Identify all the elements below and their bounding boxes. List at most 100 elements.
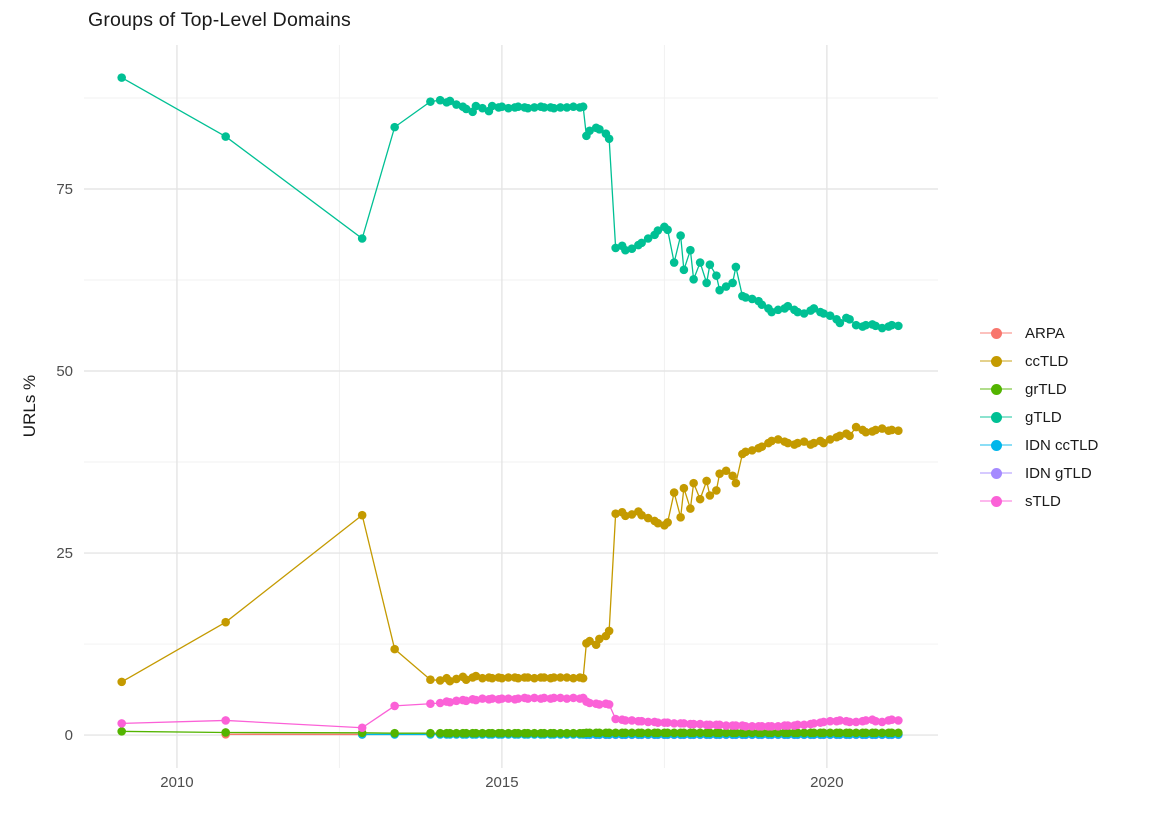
data-point-cctld <box>585 636 594 646</box>
data-point-grtld <box>861 728 871 738</box>
data-point-grtld <box>627 728 637 738</box>
data-point-stld <box>861 716 871 725</box>
data-point-grtld <box>595 728 604 738</box>
data-point-stld <box>809 719 819 728</box>
data-point-cctld <box>686 504 695 513</box>
data-point-gtld <box>562 103 572 112</box>
legend-key-marker <box>980 461 1012 485</box>
data-point-stld <box>523 694 533 703</box>
data-point-gtld <box>783 301 793 311</box>
data-point-stld <box>513 694 523 703</box>
data-point-cctld <box>894 426 903 436</box>
data-point-stld <box>390 701 399 711</box>
data-point-gtld <box>653 226 663 235</box>
data-point-cctld <box>643 513 653 523</box>
chart-title: Groups of Top-Level Domains <box>88 9 352 31</box>
data-point-cctld <box>549 673 559 682</box>
data-point-cctld <box>452 674 461 684</box>
data-point-gtld <box>799 309 809 318</box>
legend-key-marker <box>980 405 1012 429</box>
data-point-stld <box>627 716 637 725</box>
data-point-stld <box>435 698 445 708</box>
series-stld <box>117 693 903 733</box>
data-point-cctld <box>757 442 767 452</box>
legend-key-dot <box>991 356 1002 367</box>
data-point-stld <box>773 721 783 731</box>
data-point-grtld <box>793 728 802 738</box>
data-point-cctld <box>539 673 549 682</box>
data-point-gtld <box>747 294 757 304</box>
data-point-cctld <box>799 437 809 446</box>
data-point-stld <box>221 716 230 725</box>
data-point-cctld <box>556 673 565 682</box>
data-point-grtld <box>887 728 897 738</box>
x-tick-label: 2010 <box>160 774 193 791</box>
data-point-grtld <box>845 728 854 738</box>
data-point-stld <box>767 721 776 731</box>
data-point-gtld <box>757 300 767 310</box>
data-point-gtld <box>712 271 721 280</box>
data-point-grtld <box>504 728 513 738</box>
data-point-cctld <box>621 511 630 521</box>
data-point-cctld <box>653 518 663 528</box>
data-point-cctld <box>809 438 819 448</box>
data-point-cctld <box>513 673 523 683</box>
data-point-gtld <box>530 103 539 112</box>
data-point-stld <box>819 717 828 727</box>
y-axis-tick-labels: 0 25 50 75 <box>56 181 73 744</box>
legend-key-marker <box>980 321 1012 345</box>
data-point-cctld <box>504 673 513 682</box>
data-point-cctld <box>793 438 802 448</box>
legend-key-dot <box>991 496 1002 507</box>
data-point-gtld <box>887 320 897 330</box>
data-point-stld <box>715 720 724 730</box>
legend-key-dot <box>991 440 1002 451</box>
data-point-cctld <box>825 435 835 444</box>
data-point-grtld <box>731 728 741 738</box>
data-point-stld <box>556 693 565 703</box>
data-point-stld <box>562 694 572 703</box>
data-point-cctld <box>445 676 455 686</box>
data-point-gtld <box>731 262 741 272</box>
data-point-gtld <box>627 244 637 254</box>
data-point-gtld <box>894 321 903 331</box>
data-point-gtld <box>549 103 559 113</box>
data-point-grtld <box>825 728 835 738</box>
x-tick-label: 2015 <box>485 774 518 791</box>
data-point-grtld <box>783 728 793 738</box>
data-point-grtld <box>621 728 630 738</box>
legend-key-dot <box>991 328 1002 339</box>
data-point-cctld <box>773 435 783 444</box>
data-point-cctld <box>721 466 731 476</box>
data-point-grtld <box>747 728 757 738</box>
legend-label: grTLD <box>1025 380 1067 398</box>
data-point-grtld <box>851 728 861 738</box>
data-point-gtld <box>715 285 724 295</box>
data-point-gtld <box>539 103 549 112</box>
data-point-cctld <box>851 422 861 432</box>
y-tick-label: 50 <box>56 363 73 380</box>
data-point-gtld <box>773 305 783 315</box>
data-point-gtld <box>497 102 507 112</box>
data-point-gtld <box>611 243 620 253</box>
data-point-grtld <box>556 728 565 738</box>
data-point-gtld <box>487 101 497 111</box>
data-point-gtld <box>221 132 230 141</box>
data-point-cctld <box>435 676 445 685</box>
data-point-cctld <box>689 478 698 488</box>
data-point-cctld <box>705 491 715 500</box>
data-point-grtld <box>835 728 845 738</box>
data-point-gtld <box>478 103 487 113</box>
legend-key-marker <box>980 377 1012 401</box>
data-point-stld <box>689 719 698 729</box>
data-point-stld <box>741 721 750 731</box>
data-point-stld <box>747 721 757 731</box>
data-point-stld <box>504 694 513 703</box>
data-point-grtld <box>523 728 533 738</box>
data-point-gtld <box>523 103 533 113</box>
legend-key-dot <box>991 412 1002 423</box>
data-point-cctld <box>604 626 614 636</box>
data-point-grtld <box>653 728 663 738</box>
data-point-stld <box>621 716 630 725</box>
